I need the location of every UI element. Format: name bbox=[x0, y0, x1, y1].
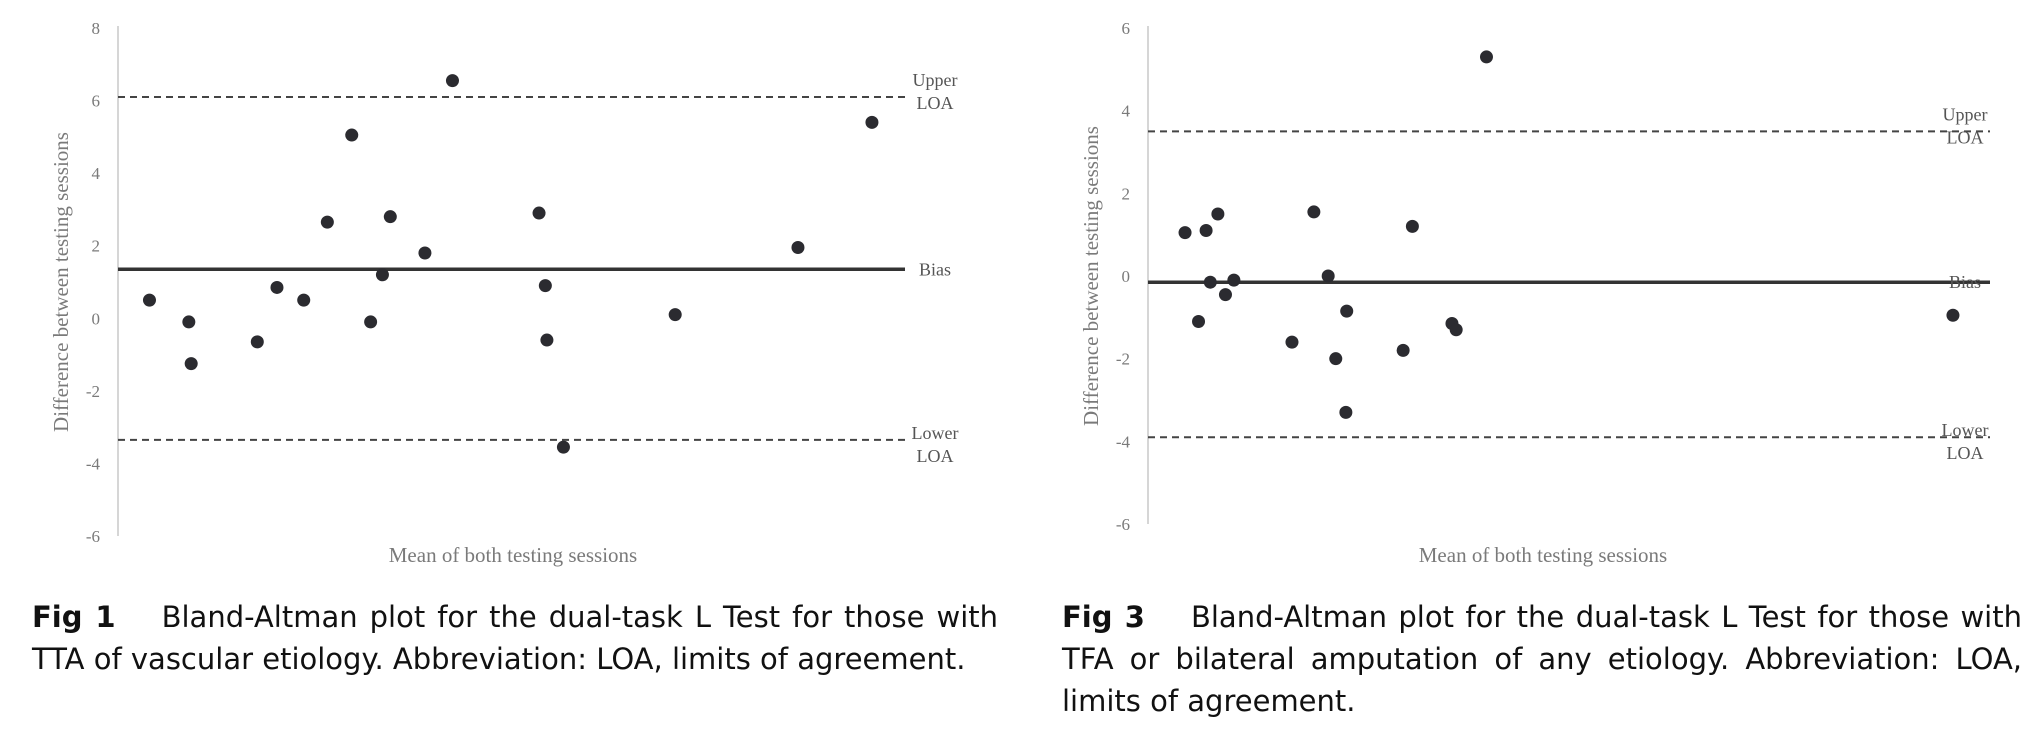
chart1-data-point bbox=[1192, 314, 1206, 328]
chart1-data-point bbox=[1285, 335, 1299, 349]
chart0-data-point bbox=[791, 241, 805, 255]
chart0-bias-label: Bias bbox=[919, 259, 951, 279]
chart0-data-point bbox=[532, 206, 546, 220]
chart-fig3: 6 4 2 0 -2 -4 -6 Difference between testing ses… bbox=[1079, 19, 1990, 567]
chart0-data-point bbox=[182, 315, 196, 329]
figure-label: Fig 1 bbox=[32, 600, 116, 634]
chart0-data-point bbox=[556, 440, 570, 454]
chart0-data-point bbox=[184, 357, 198, 371]
chart1-y-axis-title: Difference between testing sessions bbox=[1079, 126, 1103, 426]
chart1-y-tick-label: 0 bbox=[1122, 267, 1131, 286]
chart1-data-point bbox=[1449, 323, 1463, 337]
chart0-y-tick-label: -2 bbox=[86, 382, 100, 401]
chart0-y-tick-label: 8 bbox=[92, 19, 101, 38]
chart0-data-point bbox=[250, 335, 264, 349]
chart0-data-point bbox=[383, 210, 397, 224]
chart1-data-point bbox=[1946, 308, 1960, 322]
chart0-lower-label: Lower LOA bbox=[912, 423, 959, 466]
chart0-x-axis-title: Mean of both testing sessions bbox=[389, 543, 637, 567]
chart1-x-axis-title: Mean of both testing sessions bbox=[1419, 543, 1667, 567]
chart0-data-point bbox=[865, 115, 879, 129]
chart0-y-axis-title: Difference between testing sessions bbox=[49, 132, 73, 432]
chart1-data-point bbox=[1329, 352, 1343, 366]
chart0-y-tick-label: 2 bbox=[92, 237, 101, 256]
chart0-data-point bbox=[297, 293, 311, 307]
chart0-y-tick-label: 0 bbox=[92, 309, 101, 328]
chart1-data-point bbox=[1340, 304, 1354, 318]
chart1-data-point bbox=[1479, 50, 1493, 64]
chart0-y-tick-label: -4 bbox=[86, 454, 101, 473]
chart1-y-tick-label: -4 bbox=[1116, 432, 1131, 451]
chart0-data-point bbox=[270, 280, 284, 294]
chart0-data-point bbox=[142, 293, 156, 307]
chart1-data-point bbox=[1396, 343, 1410, 357]
figure-label: Fig 3 bbox=[1062, 600, 1145, 634]
chart1-data-point bbox=[1178, 226, 1192, 240]
chart1-data-point bbox=[1218, 288, 1232, 302]
chart1-data-point bbox=[1405, 219, 1419, 233]
chart0-upper-label: Upper LOA bbox=[913, 70, 958, 113]
chart1-data-point bbox=[1211, 207, 1225, 221]
chart1-data-point bbox=[1199, 224, 1213, 238]
chart1-data-point bbox=[1339, 405, 1353, 419]
caption-text: Bland-Altman plot for the dual-task L Te… bbox=[32, 600, 999, 676]
chart1-upper-label: Upper LOA bbox=[1943, 104, 1988, 147]
chart1-data-point bbox=[1203, 275, 1217, 289]
chart1-y-tick-label: 6 bbox=[1122, 19, 1131, 38]
chart1-y-tick-label: -6 bbox=[1116, 515, 1130, 534]
chart0-data-point bbox=[364, 315, 378, 329]
chart1-y-tick-label: 4 bbox=[1122, 102, 1131, 121]
chart0-data-point bbox=[540, 333, 554, 347]
chart0-y-tick-label: 6 bbox=[92, 92, 101, 111]
figure-caption: Fig 1 Bland-Altman plot for the dual-task… bbox=[32, 596, 998, 680]
chart1-data-point bbox=[1227, 273, 1241, 287]
chart0-y-tick-label: -6 bbox=[86, 527, 100, 546]
chart1-y-tick-label: 2 bbox=[1122, 184, 1131, 203]
figure-caption: Fig 3 Bland-Altman plot for the dual-task… bbox=[1062, 596, 2022, 722]
chart0-data-point bbox=[445, 74, 459, 88]
chart1-y-tick-label: -2 bbox=[1116, 350, 1130, 369]
chart0-data-point bbox=[320, 215, 334, 229]
chart-fig1: 8 6 4 2 0 -2 -4 -6 Difference between testing se… bbox=[49, 19, 959, 567]
chart0-data-point bbox=[538, 279, 552, 293]
chart0-data-point bbox=[345, 128, 359, 142]
chart0-data-point bbox=[375, 268, 389, 282]
caption-text: Bland-Altman plot for the dual-task L Te… bbox=[1062, 600, 2022, 718]
chart1-bias-label: Bias bbox=[1949, 272, 1981, 292]
chart0-data-point bbox=[668, 308, 682, 322]
chart1-data-point bbox=[1307, 205, 1321, 219]
chart1-data-point bbox=[1321, 269, 1335, 283]
chart0-data-point bbox=[418, 246, 432, 260]
chart0-y-tick-label: 4 bbox=[92, 164, 101, 183]
chart1-lower-label: Lower LOA bbox=[1942, 420, 1989, 463]
